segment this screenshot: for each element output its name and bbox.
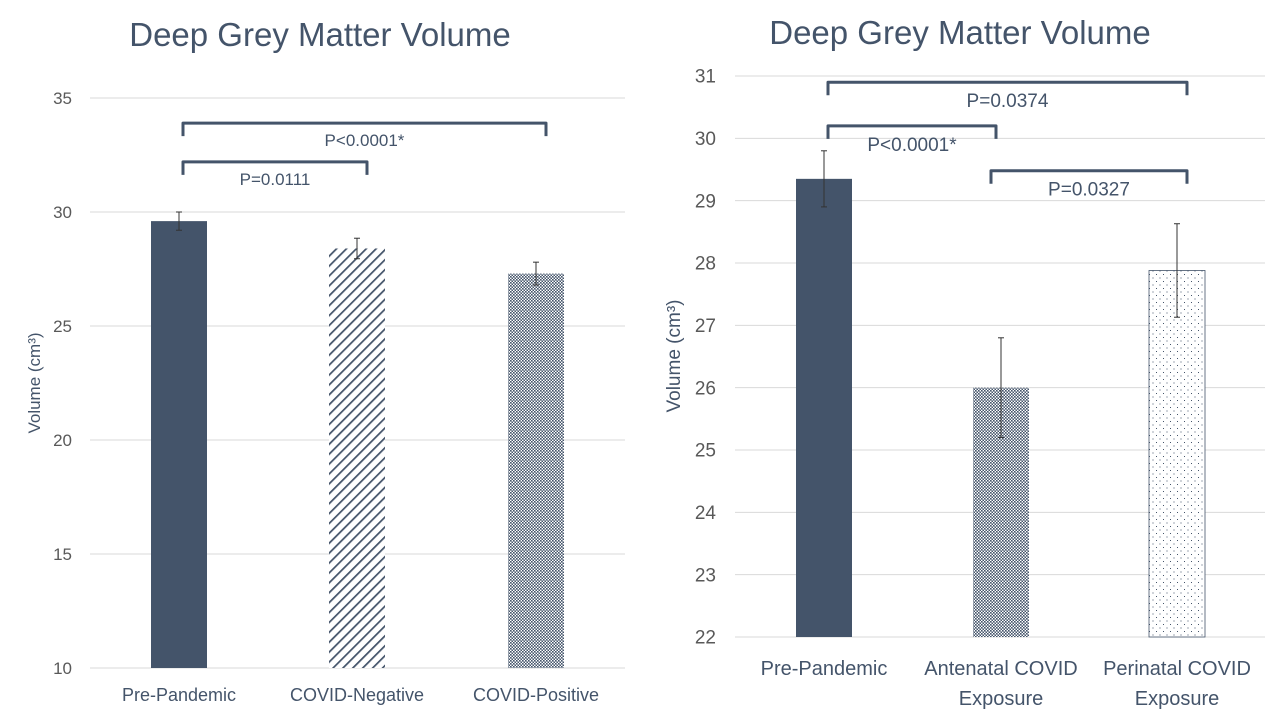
significance-label: P=0.0374	[967, 91, 1049, 112]
chart-right-title: Deep Grey Matter Volume	[769, 14, 1151, 51]
category-label: COVID-Positive	[473, 685, 599, 705]
category-label: Perinatal COVID	[1103, 658, 1251, 680]
chart-left-title: Deep Grey Matter Volume	[129, 16, 511, 53]
category-label: Exposure	[959, 688, 1044, 710]
significance-bracket	[826, 80, 1189, 96]
category-label: Antenatal COVID	[924, 658, 1077, 680]
y-tick-label: 28	[695, 254, 716, 275]
category-label: COVID-Negative	[290, 685, 424, 705]
significance-label: P=0.0111	[240, 170, 311, 189]
significance-label: P<0.0001*	[867, 135, 957, 156]
y-tick-label: 25	[53, 317, 72, 336]
y-tick-label: 31	[695, 67, 716, 88]
chart-left: Deep Grey Matter Volume Volume (cm³) 101…	[25, 16, 625, 705]
chart-left-category-labels: Pre-Pandemic COVID-Negative COVID-Positive	[122, 685, 599, 705]
chart-left-ylabel: Volume (cm³)	[25, 332, 44, 433]
chart-right-category-labels: Pre-Pandemic Antenatal COVID Exposure Perin…	[761, 658, 1251, 710]
y-tick-label: 22	[695, 628, 716, 649]
y-tick-label: 15	[53, 545, 72, 564]
category-label: Exposure	[1135, 688, 1220, 710]
y-tick-label: 27	[695, 316, 716, 337]
y-tick-label: 26	[695, 378, 716, 399]
significance-label: P=0.0327	[1048, 180, 1130, 201]
bar	[796, 178, 852, 637]
chart-right-bars	[796, 178, 1206, 638]
chart-right: Deep Grey Matter Volume Volume (cm³) 222…	[664, 14, 1265, 710]
chart-left-bars	[151, 221, 564, 669]
significance-bracket	[826, 124, 998, 139]
bar	[508, 273, 564, 668]
chart-right-y-tick-labels: 22 23 24 25 26 27 28 29 30 31	[695, 67, 717, 649]
bar	[329, 248, 385, 669]
y-tick-label: 24	[695, 503, 717, 524]
significance-label: P<0.0001*	[325, 131, 405, 150]
chart-right-error-bars	[821, 150, 1180, 439]
y-tick-label: 20	[53, 431, 72, 450]
category-label: Pre-Pandemic	[761, 658, 888, 680]
bar	[151, 221, 207, 668]
y-tick-label: 35	[53, 89, 72, 108]
category-label: Pre-Pandemic	[122, 685, 236, 705]
y-tick-label: 23	[695, 565, 716, 586]
significance-bracket	[181, 160, 369, 175]
chart-right-significance-brackets: P=0.0374 P<0.0001* P=0.0327	[826, 80, 1189, 201]
bar	[1148, 270, 1206, 638]
y-tick-label: 30	[695, 129, 716, 150]
chart-left-y-tick-labels: 10 15 20 25 30 35	[53, 89, 72, 678]
y-tick-label: 25	[695, 441, 716, 462]
chart-left-error-bars	[176, 211, 539, 286]
y-tick-label: 29	[695, 191, 716, 212]
chart-left-significance-brackets: P=0.0111 P<0.0001*	[181, 121, 548, 189]
y-tick-label: 10	[53, 659, 72, 678]
significance-bracket	[181, 121, 548, 137]
significance-bracket	[989, 169, 1189, 184]
y-tick-label: 30	[53, 203, 72, 222]
chart-right-ylabel: Volume (cm³)	[664, 300, 685, 413]
